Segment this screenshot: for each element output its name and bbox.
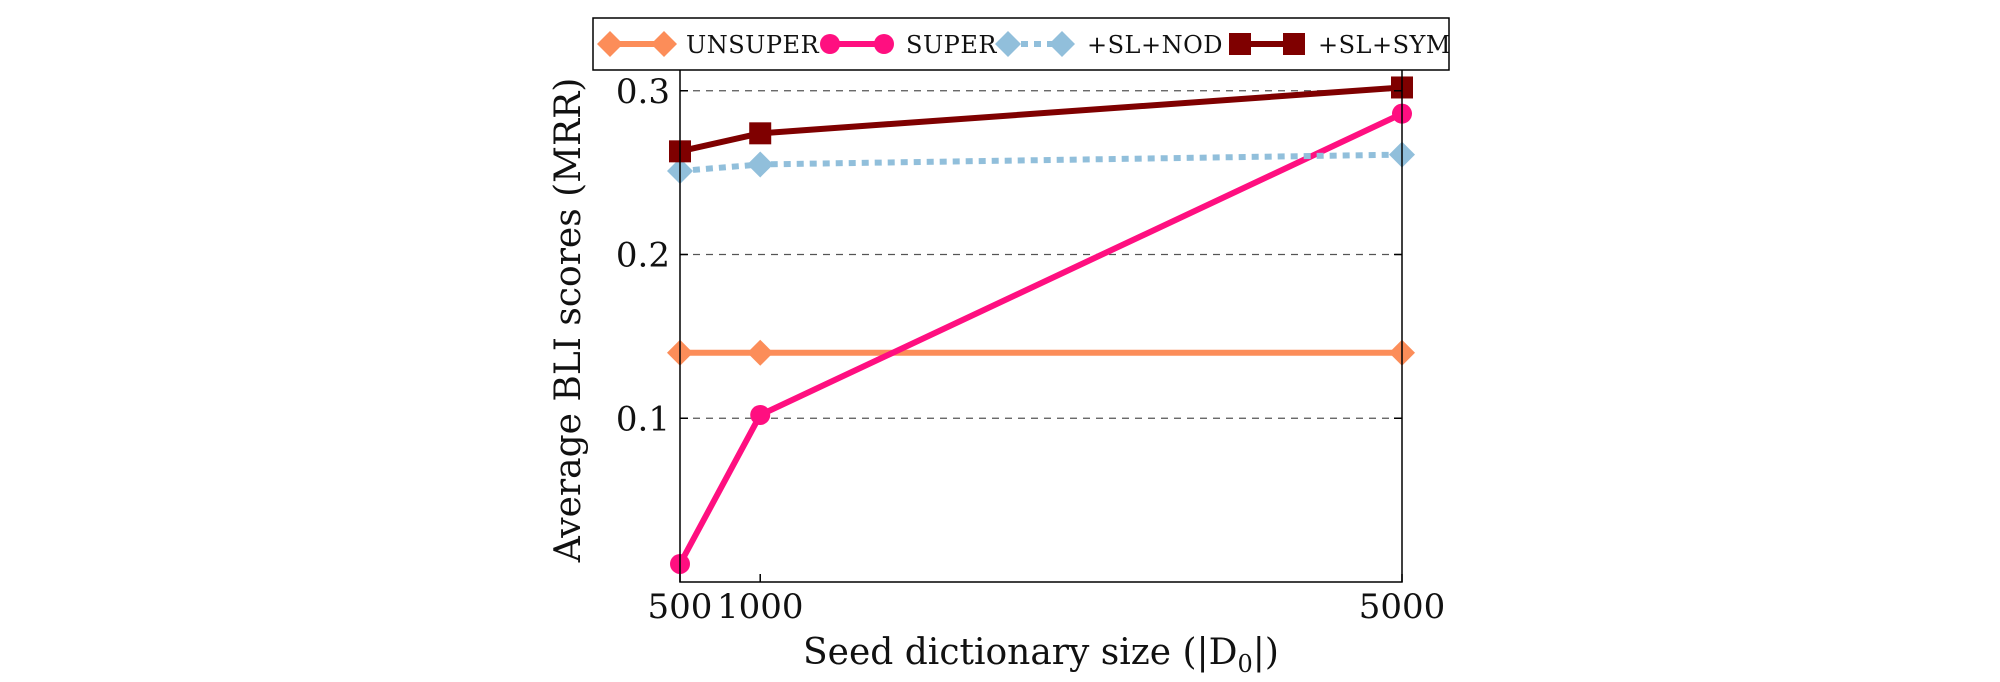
- legend-label: +SL+SYM: [1318, 31, 1451, 59]
- data-point: [749, 122, 772, 145]
- series: [667, 141, 1415, 184]
- data-point: [747, 151, 774, 178]
- x-axis-label-suffix: |): [1253, 632, 1279, 673]
- grid-lines: [680, 90, 1402, 419]
- plot-series: [667, 76, 1415, 574]
- axis-ticks: 0.1 0.2 0.3 500 1000 5000: [616, 58, 1445, 627]
- legend-marker: [1283, 33, 1305, 55]
- legend-marker: [651, 31, 677, 57]
- x-tick-label: 500: [648, 587, 713, 627]
- legend-item: +SL+NOD: [995, 31, 1223, 59]
- series: [667, 339, 1415, 366]
- legend: UNSUPER SUPER +SL+NOD +SL+SYM: [592, 17, 1451, 71]
- series-line: [677, 110, 1404, 566]
- data-point: [747, 339, 774, 366]
- y-axis-label: Average BLI scores (MRR): [548, 78, 589, 564]
- legend-item: SUPER: [820, 31, 997, 59]
- legend-item: UNSUPER: [597, 31, 820, 59]
- x-tick-label: 5000: [1359, 587, 1446, 627]
- legend-marker: [820, 34, 840, 54]
- legend-label: UNSUPER: [686, 31, 820, 59]
- plot-frame: [679, 57, 1403, 583]
- legend-marker: [995, 31, 1021, 57]
- series-line: [679, 84, 1403, 155]
- legend-marker: [1049, 31, 1075, 57]
- legend-item: +SL+SYM: [1229, 31, 1451, 59]
- data-point: [750, 404, 771, 425]
- x-axis-label-subscript: 0: [1238, 650, 1253, 678]
- x-axis-label: Seed dictionary size (|D0|): [803, 632, 1279, 678]
- x-tick-label: 1000: [717, 587, 804, 627]
- legend-label: SUPER: [906, 31, 997, 59]
- legend-marker: [1229, 33, 1251, 55]
- y-tick-label: 0.2: [616, 236, 670, 276]
- y-tick-label: 0.3: [616, 72, 670, 112]
- y-tick-label: 0.1: [616, 399, 670, 439]
- legend-marker: [874, 34, 894, 54]
- series: [669, 76, 1413, 163]
- legend-marker: [597, 31, 623, 57]
- series: [670, 103, 1412, 574]
- legend-label: +SL+NOD: [1087, 31, 1223, 59]
- x-axis-label-main: Seed dictionary size (|D: [803, 632, 1238, 673]
